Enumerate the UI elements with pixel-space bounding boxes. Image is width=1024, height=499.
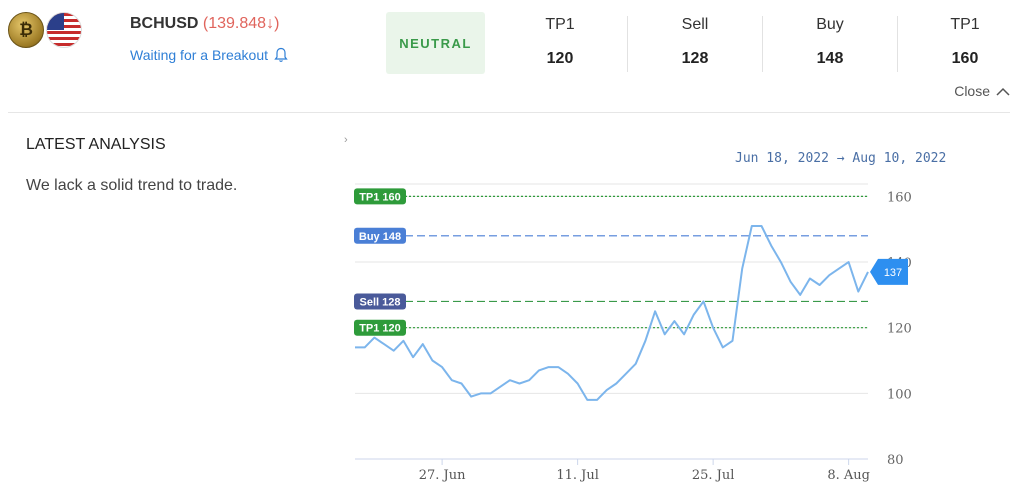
reference-badge-label: TP1 160	[359, 191, 401, 203]
level-value: 148	[816, 50, 844, 67]
divider	[627, 16, 628, 72]
analysis-title: LATEST ANALYSIS	[26, 136, 166, 153]
symbol-header: BCHUSD (139.848↓)	[130, 15, 279, 33]
level-label: TP1	[950, 16, 980, 33]
reference-badge-label: Sell 128	[360, 296, 401, 308]
symbol-price: (139.848↓)	[202, 15, 280, 32]
trade-levels: TP1 120 Sell 128 Buy 148 TP1 160	[493, 10, 1024, 76]
level-tp1-low: TP1 120	[493, 10, 627, 76]
bitcoin-cash-coin-icon: ₿	[8, 12, 44, 48]
x-tick-label: 11. Jul	[556, 468, 599, 483]
status-text: Waiting for a Breakout	[130, 47, 268, 63]
level-label: Sell	[681, 16, 709, 33]
price-series-line	[355, 225, 869, 401]
y-tick-label: 120	[887, 322, 912, 337]
header-divider	[8, 112, 1010, 113]
currency-pair-icons: ₿	[8, 12, 88, 50]
level-tp1-high: TP1 160	[898, 10, 1024, 76]
reference-badge	[354, 188, 406, 205]
last-value-flag	[870, 258, 908, 285]
reference-badge	[354, 227, 406, 244]
y-tick-label: 100	[887, 387, 912, 402]
reference-badge	[354, 293, 406, 310]
y-tick-label: 160	[887, 190, 912, 205]
level-label: TP1	[545, 16, 575, 33]
reference-badge-label: Buy 148	[359, 231, 401, 243]
analysis-text: We lack a solid trend to trade.	[26, 177, 238, 194]
bell-icon[interactable]	[274, 47, 288, 63]
level-buy: Buy 148	[763, 10, 897, 76]
level-value: 128	[681, 50, 709, 67]
close-button[interactable]: Close	[954, 83, 1010, 99]
last-value-label: 137	[884, 267, 902, 279]
level-value: 160	[951, 50, 979, 67]
status-link[interactable]: Waiting for a Breakout	[130, 47, 288, 63]
x-tick-label: 25. Jul	[692, 468, 735, 483]
us-flag-icon	[46, 12, 82, 48]
chevron-up-icon	[996, 87, 1010, 96]
close-label: Close	[954, 83, 990, 99]
reference-badge-label: TP1 120	[359, 323, 401, 335]
chevron-right-icon[interactable]: ›	[344, 134, 348, 146]
date-range: Jun 18, 2022 → Aug 10, 2022	[735, 151, 947, 166]
level-value: 120	[546, 50, 574, 67]
level-sell: Sell 128	[628, 10, 762, 76]
x-tick-label: 27. Jun	[419, 468, 466, 483]
divider	[762, 16, 763, 72]
symbol-name: BCHUSD	[130, 15, 199, 32]
x-tick-label: 8. Aug	[827, 468, 870, 483]
level-label: Buy	[816, 16, 844, 33]
reference-badge	[354, 319, 406, 336]
y-tick-label: 80	[887, 453, 904, 468]
divider	[897, 16, 898, 72]
sentiment-badge: NEUTRAL	[386, 12, 485, 74]
